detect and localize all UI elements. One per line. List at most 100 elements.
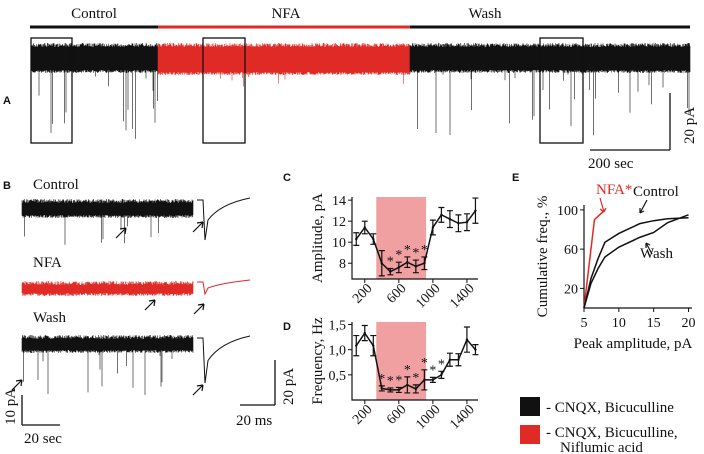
y-tick-label: 0,5 bbox=[329, 369, 347, 384]
panel-b: Control NFA Wash 10 pA 20 sec 20 pA 20 m… bbox=[3, 177, 297, 447]
x-tick-label: 1400 bbox=[447, 281, 477, 311]
data-point bbox=[380, 262, 383, 265]
chart-cumulative: 20 60 100 5 10 15 20 Cumulative freq., % Peak am… bbox=[535, 182, 696, 352]
significance-marker: * bbox=[421, 243, 428, 258]
x-tick-label: 5 bbox=[581, 316, 588, 331]
axes bbox=[583, 205, 692, 309]
condition-label-wash: Wash bbox=[469, 6, 502, 22]
scale-label-pa-b: 10 pA bbox=[3, 388, 19, 425]
trace-nfa bbox=[157, 43, 411, 87]
y-axis-label: Amplitude, pA bbox=[310, 193, 326, 283]
y-tick-label: 1,0 bbox=[329, 344, 347, 359]
x-tick-label: 1000 bbox=[413, 281, 443, 311]
selection-box-control bbox=[30, 37, 73, 144]
arrow-icon bbox=[144, 299, 156, 311]
data-point bbox=[397, 266, 401, 269]
y-tick-label: 1,5 bbox=[329, 319, 347, 334]
significance-marker: * bbox=[412, 371, 419, 386]
data-point bbox=[372, 237, 375, 241]
data-point bbox=[414, 387, 418, 391]
arrow-icon bbox=[645, 242, 653, 255]
data-point bbox=[389, 388, 392, 392]
panel-label-a: A bbox=[3, 95, 11, 107]
x-tick-label: 15 bbox=[647, 316, 661, 331]
data-point bbox=[431, 226, 435, 229]
y-tick-label: 60 bbox=[564, 243, 578, 258]
y-tick-label: 12 bbox=[332, 215, 346, 230]
arrow-icon bbox=[192, 384, 204, 396]
data-point bbox=[440, 213, 443, 217]
x-tick-label: 1000 bbox=[413, 402, 443, 432]
series-line bbox=[583, 217, 689, 309]
legend-label-nfa: - CNQX, Bicuculline, bbox=[546, 425, 678, 441]
data-point bbox=[380, 387, 383, 390]
selection-box-wash bbox=[539, 37, 584, 144]
recording-traces-b bbox=[11, 197, 251, 396]
arrow-icon bbox=[115, 227, 127, 239]
trace-wash bbox=[409, 43, 691, 136]
series-label: Wash bbox=[640, 246, 673, 262]
y-axis-label: Frequency, Hz bbox=[310, 317, 326, 405]
panel-label-d: D bbox=[283, 321, 291, 333]
data-point bbox=[397, 388, 401, 392]
inset-trace-wash bbox=[197, 335, 251, 384]
scale-label-ms-inset: 20 ms bbox=[236, 413, 272, 429]
data-point bbox=[406, 260, 409, 264]
data-point bbox=[474, 348, 477, 351]
x-tick-label: 200 bbox=[350, 402, 375, 427]
data-point bbox=[423, 378, 426, 382]
condition-label-control: Control bbox=[71, 6, 117, 22]
panel-label-e: E bbox=[512, 172, 519, 184]
axes bbox=[351, 322, 478, 401]
legend-swatch-control bbox=[520, 397, 540, 416]
y-axis-label: Cumulative freq., % bbox=[535, 196, 551, 318]
data-point bbox=[363, 226, 366, 229]
trace-control bbox=[30, 43, 159, 139]
arrow-icon bbox=[639, 199, 648, 214]
data-point bbox=[474, 209, 477, 212]
y-tick-label: 100 bbox=[557, 204, 578, 219]
y-tick-label: 14 bbox=[332, 194, 346, 209]
data-point bbox=[465, 221, 469, 224]
data-point bbox=[431, 378, 435, 382]
series-label: Control bbox=[633, 184, 679, 200]
data-point bbox=[423, 262, 426, 265]
significance-marker: * bbox=[429, 363, 436, 378]
y-tick-label: 10 bbox=[332, 236, 346, 251]
trace-label-wash: Wash bbox=[33, 310, 66, 326]
arrow-icon bbox=[193, 303, 205, 315]
data-point bbox=[406, 383, 409, 387]
significance-marker: * bbox=[412, 246, 419, 261]
trace-label-nfa: NFA bbox=[33, 255, 62, 271]
significance-marker: * bbox=[438, 357, 445, 372]
data-point bbox=[457, 358, 460, 361]
data-point bbox=[448, 217, 452, 221]
trace-label-control: Control bbox=[33, 177, 79, 193]
data-point bbox=[414, 265, 418, 268]
data-point bbox=[457, 222, 460, 225]
legend: - CNQX, Bicuculline - CNQX, Bicuculline,… bbox=[520, 397, 678, 454]
x-tick-label: 600 bbox=[384, 281, 409, 306]
data-point bbox=[355, 344, 358, 347]
x-tick-label: 600 bbox=[384, 402, 409, 427]
data-point bbox=[440, 373, 443, 377]
significance-marker: * bbox=[421, 356, 428, 371]
trace-b-control bbox=[21, 199, 194, 245]
scale-label-sec-a: 200 sec bbox=[588, 156, 634, 172]
data-point bbox=[465, 338, 469, 341]
arrow-icon bbox=[11, 379, 23, 391]
series-line bbox=[583, 214, 689, 309]
x-tick-label: 10 bbox=[612, 316, 626, 331]
data-point bbox=[389, 270, 392, 273]
legend-label-nfa-line2: Niflumic acid bbox=[560, 440, 643, 454]
series-line bbox=[583, 209, 606, 309]
significance-marker: * bbox=[404, 243, 411, 258]
y-tick-label: 8 bbox=[339, 257, 346, 272]
y-tick-label: 20 bbox=[564, 282, 578, 297]
data-point bbox=[372, 344, 375, 347]
panel-label-b: B bbox=[3, 180, 11, 192]
series-label: NFA* bbox=[596, 182, 632, 198]
